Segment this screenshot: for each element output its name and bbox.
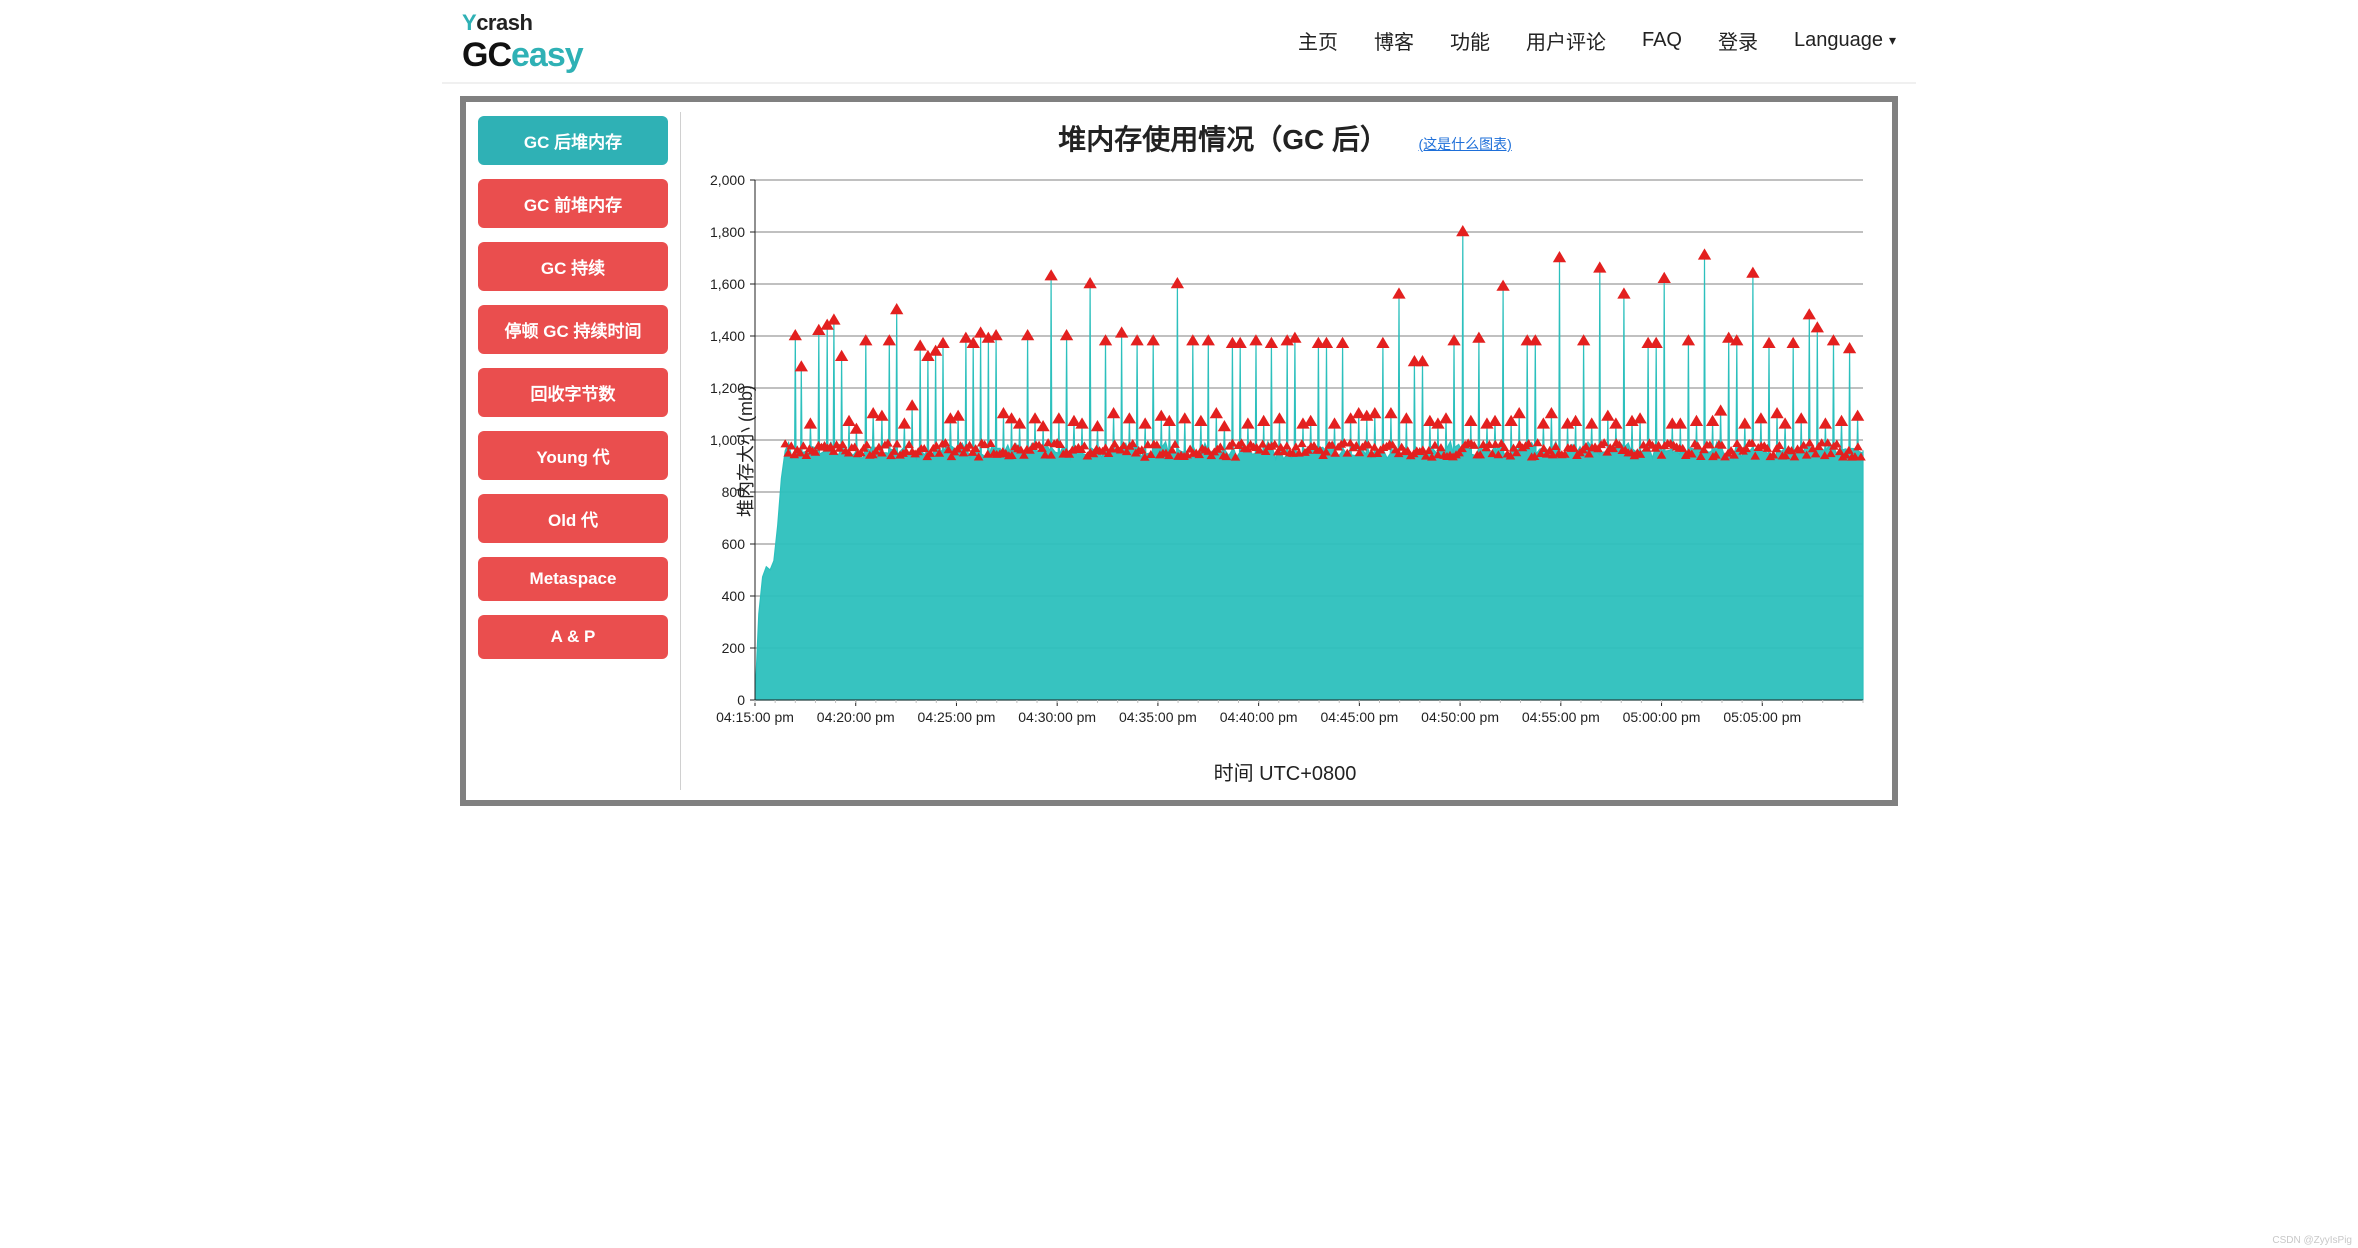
chevron-down-icon: ▾ [1889, 32, 1896, 49]
logo-ycrash-y: Y [462, 10, 476, 35]
language-dropdown[interactable]: Language ▾ [1794, 29, 1896, 52]
svg-text:05:05:00 pm: 05:05:00 pm [1723, 709, 1801, 725]
chart-area: 堆内存使用情况（GC 后） (这是什么图表) 堆内存大小 (mb) 0 200 40… [680, 112, 1885, 790]
svg-text:04:15:00 pm: 04:15:00 pm [716, 709, 794, 725]
nav-faq[interactable]: FAQ [1642, 29, 1682, 52]
svg-text:1,800: 1,800 [710, 224, 745, 240]
svg-text:2,000: 2,000 [710, 172, 745, 188]
chart-hint-link[interactable]: (这是什么图表) [1418, 136, 1511, 152]
chart-svg: 02004006008001,0001,2001,4001,6001,8002,… [685, 160, 1885, 755]
chart-tab-4[interactable]: 回收字节数 [478, 368, 668, 417]
svg-text:04:50:00 pm: 04:50:00 pm [1421, 709, 1499, 725]
chart-tab-5[interactable]: Young 代 [478, 431, 668, 480]
chart-tab-sidebar: GC 后堆内存 GC 前堆内存 GC 持续停顿 GC 持续时间回收字节数 Young … [476, 112, 670, 790]
y-axis-label: 堆内存大小 (mb) [732, 385, 758, 517]
chart-tab-3[interactable]: 停顿 GC 持续时间 [478, 305, 668, 354]
svg-text:04:30:00 pm: 04:30:00 pm [1018, 709, 1096, 725]
header: Ycrash GCeasy 主页 博客 功能 用户评论 FAQ 登录 Langu… [442, 0, 1916, 84]
svg-text:600: 600 [722, 536, 746, 552]
svg-text:04:20:00 pm: 04:20:00 pm [817, 709, 895, 725]
chart-tab-8[interactable]: A & P [478, 615, 668, 659]
nav-home[interactable]: 主页 [1298, 26, 1338, 55]
svg-text:04:45:00 pm: 04:45:00 pm [1320, 709, 1398, 725]
chart-title: 堆内存使用情况（GC 后） [1058, 124, 1388, 155]
svg-text:04:25:00 pm: 04:25:00 pm [918, 709, 996, 725]
nav-reviews[interactable]: 用户评论 [1526, 26, 1606, 55]
svg-text:1,600: 1,600 [710, 276, 745, 292]
svg-text:400: 400 [722, 588, 746, 604]
svg-text:0: 0 [737, 692, 745, 708]
nav-blog[interactable]: 博客 [1374, 26, 1414, 55]
chart-tab-2[interactable]: GC 持续 [478, 242, 668, 291]
chart-tab-6[interactable]: Old 代 [478, 494, 668, 543]
logo-gc: GC [462, 36, 511, 74]
logo-ycrash-text: crash [476, 10, 532, 35]
svg-text:05:00:00 pm: 05:00:00 pm [1623, 709, 1701, 725]
chart-tab-0[interactable]: GC 后堆内存 [478, 116, 668, 165]
svg-text:04:40:00 pm: 04:40:00 pm [1220, 709, 1298, 725]
top-nav: 主页 博客 功能 用户评论 FAQ 登录 Language ▾ [1298, 8, 1896, 55]
x-axis-label: 时间 UTC+0800 [685, 755, 1885, 790]
watermark: CSDN @ZyyIsPig [2272, 1235, 2352, 1246]
main-panel: GC 后堆内存 GC 前堆内存 GC 持续停顿 GC 持续时间回收字节数 Young … [460, 96, 1898, 806]
language-label: Language [1794, 29, 1883, 52]
logo-easy: easy [511, 36, 583, 74]
nav-login[interactable]: 登录 [1718, 26, 1758, 55]
chart-tab-1[interactable]: GC 前堆内存 [478, 179, 668, 228]
svg-text:1,400: 1,400 [710, 328, 745, 344]
chart-tab-7[interactable]: Metaspace [478, 557, 668, 601]
svg-text:200: 200 [722, 640, 746, 656]
svg-text:04:55:00 pm: 04:55:00 pm [1522, 709, 1600, 725]
svg-text:04:35:00 pm: 04:35:00 pm [1119, 709, 1197, 725]
nav-features[interactable]: 功能 [1450, 26, 1490, 55]
logo: Ycrash GCeasy [462, 8, 583, 72]
